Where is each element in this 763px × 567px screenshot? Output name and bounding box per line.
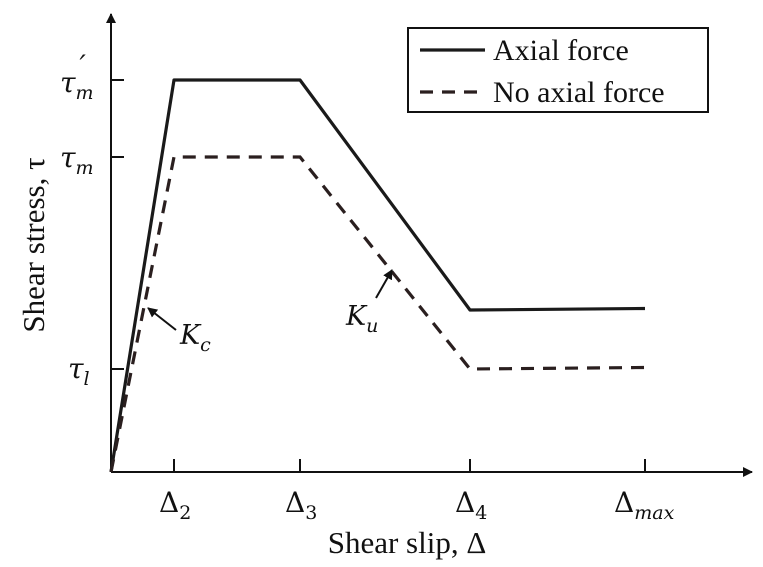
x-tick-label-delta-2-base: Δ — [159, 486, 179, 519]
kc-label-sub: c — [200, 334, 211, 356]
x-tick-label-delta-2-sub: 2 — [179, 502, 191, 524]
annotation-ku: Ku — [345, 269, 393, 337]
ku-label-base: K — [345, 301, 368, 332]
x-tick-label-delta-max: Δmax — [614, 486, 675, 524]
x-tick-label-delta-4-sub: 4 — [475, 502, 487, 524]
y-tick-label-tau-m-sub: m — [76, 157, 94, 179]
ku-label-sub: u — [366, 315, 378, 337]
x-tick-label-delta-4: Δ4 — [455, 486, 487, 524]
y-tick-label-tau-m-prime-base: τ — [60, 66, 76, 99]
legend-box — [407, 27, 709, 113]
y-ticks — [111, 79, 124, 370]
y-tick-label-tau-l-base: τ — [68, 352, 84, 385]
x-tick-label-delta-max-sub: max — [634, 502, 674, 524]
y-tick-labels: τm′ τm τl — [60, 49, 94, 390]
x-tick-label-delta-2: Δ2 — [159, 486, 191, 524]
y-tick-label-tau-m-base: τ — [60, 141, 76, 174]
series-line-no-axial-force — [109, 155, 646, 473]
legend-label-axial-force: Axial force — [493, 34, 629, 67]
ku-label: Ku — [345, 301, 378, 337]
y-tick-label-tau-l-sub: l — [84, 368, 90, 390]
y-axis-title: Shear stress, τ — [16, 157, 51, 332]
y-tick-label-tau-l: τl — [68, 352, 90, 390]
annotation-kc: Kc — [147, 307, 211, 356]
kc-arrow — [147, 307, 177, 331]
y-tick-label-tau-m-prime: τm′ — [60, 49, 94, 104]
kc-label: Kc — [179, 320, 211, 356]
x-tick-labels: Δ2 Δ3 Δ4 Δmax — [159, 486, 675, 524]
x-tick-label-delta-3: Δ3 — [285, 486, 317, 524]
legend-label-no-axial-force: No axial force — [493, 76, 665, 109]
x-tick-label-delta-4-base: Δ — [455, 486, 475, 519]
kc-label-base: K — [179, 320, 202, 351]
x-tick-label-delta-3-base: Δ — [285, 486, 305, 519]
series-line-axial-force — [109, 78, 646, 473]
x-ticks — [173, 459, 646, 472]
ku-arrow — [375, 269, 393, 299]
legend: Axial force No axial force — [407, 27, 709, 113]
series-layer — [109, 78, 646, 473]
y-tick-label-tau-m-prime-mark: ′ — [80, 49, 87, 82]
x-axis-title: Shear slip, Δ — [328, 525, 487, 560]
x-tick-label-delta-max-base: Δ — [614, 486, 634, 519]
y-tick-label-tau-m: τm — [60, 141, 94, 179]
x-tick-label-delta-3-sub: 3 — [305, 502, 317, 524]
y-tick-label-tau-m-prime-sub: m — [76, 82, 94, 104]
